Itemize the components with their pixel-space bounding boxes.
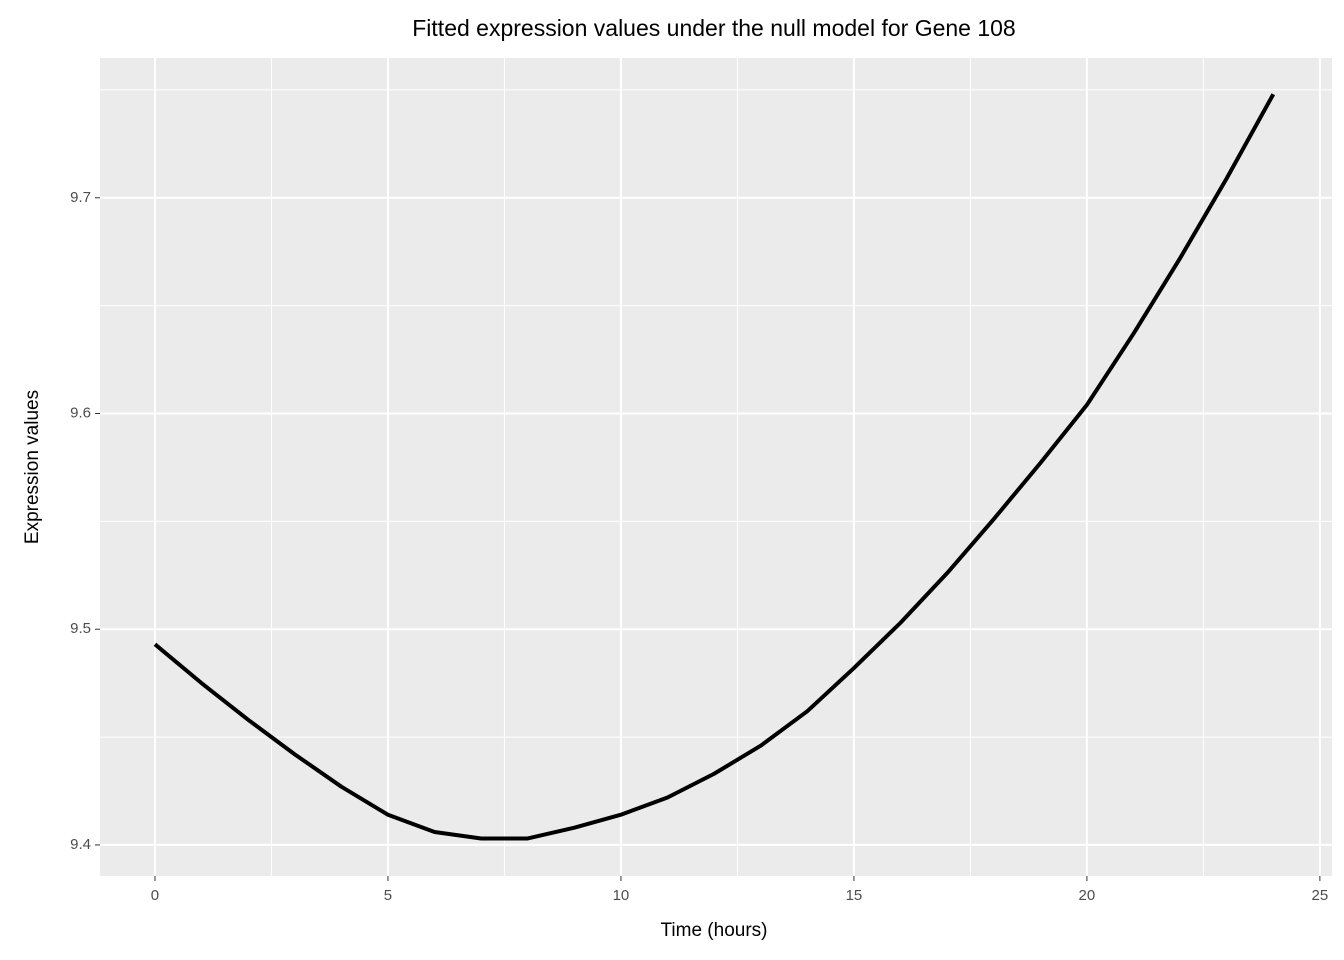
x-tick-label: 0: [151, 887, 159, 904]
x-tick-label: 20: [1079, 887, 1096, 904]
line-series: [153, 93, 1276, 841]
x-axis-title: Time (hours): [661, 920, 768, 941]
y-tick-label: 9.4: [70, 836, 91, 853]
x-tick-label: 15: [846, 887, 863, 904]
y-axis-title: Expression values: [22, 390, 43, 544]
x-tick-label: 25: [1312, 887, 1329, 904]
x-tick-label: 5: [384, 887, 392, 904]
y-tick-label: 9.5: [70, 620, 91, 637]
y-tick-label: 9.6: [70, 404, 91, 421]
x-tick-label: 10: [613, 887, 630, 904]
plot-panel: [100, 58, 1332, 876]
y-tick-label: 9.7: [70, 189, 91, 206]
chart-title: Fitted expression values under the null …: [412, 15, 1015, 41]
